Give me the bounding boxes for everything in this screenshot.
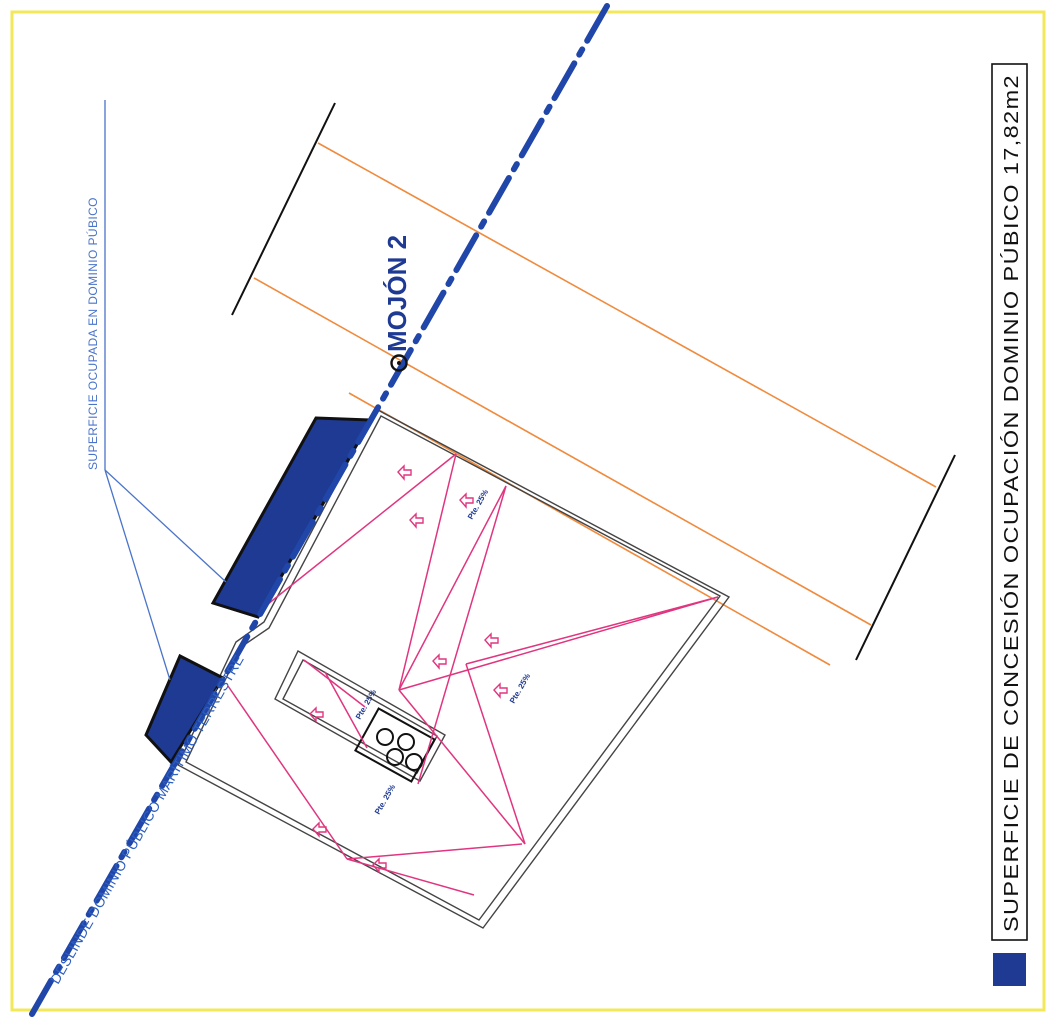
leader-line-to-small [104, 469, 171, 681]
roof-line [227, 685, 348, 860]
marker-center [397, 361, 401, 365]
slope-arrows [309, 464, 508, 874]
occupied-surfaces [144, 416, 374, 765]
slope-arrow [409, 512, 424, 529]
demarcation-label: DESLINDE DOMINIO PÚBLICO MARÍTIMO TERRES… [47, 652, 247, 986]
roof-line [346, 843, 523, 860]
roof-line [303, 659, 366, 708]
roof-line [324, 671, 368, 749]
marker-circle [390, 354, 408, 372]
occupied-surface-label: SUPERFICIE OCUPADA EN DOMINIO PÚBICO [85, 197, 100, 470]
building-outline [177, 408, 731, 929]
sink-box [354, 707, 436, 783]
slope-arrow [309, 706, 324, 723]
setback-line-3 [348, 392, 831, 666]
roof-line [346, 858, 475, 896]
occupied-surface-main [210, 416, 374, 619]
setback-lines [253, 142, 937, 666]
setback-line-2 [253, 277, 872, 626]
legend-swatch [993, 953, 1026, 986]
roof-line [398, 485, 507, 691]
leader-lines [104, 100, 227, 681]
roof-slope-labels: Pte. 25% Pte. 25% Pte. 25% Pte. 25% [354, 488, 532, 816]
house-footprint-inner [185, 415, 722, 921]
roof-line [465, 596, 719, 665]
legend: SUPERFICIE DE CONCESIÓN OCUPACIÓN DOMINI… [991, 63, 1028, 986]
occupied-surface-small [144, 653, 226, 765]
slope-arrow [493, 682, 508, 699]
marker-mojon-2: MOJÓN 2 [382, 235, 412, 372]
slope-arrow [432, 653, 447, 670]
boundary-line-south [855, 454, 956, 661]
roof-lines [227, 453, 719, 896]
roof-slope-label: Pte. 25% [508, 672, 532, 705]
slope-arrow [312, 821, 327, 838]
property-boundary-lines [231, 102, 956, 661]
roof-slope-label: Pte. 25% [466, 488, 490, 521]
setback-line-1 [317, 142, 937, 488]
roof-line [257, 453, 457, 613]
roof-line [465, 663, 526, 845]
legend-label: SUPERFICIE DE CONCESIÓN OCUPACIÓN DOMINI… [1000, 74, 1023, 932]
sink-basin-3 [386, 748, 404, 766]
slope-arrow [372, 857, 387, 874]
legend-box [991, 63, 1028, 941]
roof-line [398, 453, 457, 691]
slope-arrow [459, 492, 474, 509]
roof-line [398, 596, 719, 691]
boundary-line-north [231, 102, 336, 316]
roof-line [398, 689, 526, 845]
sink-fixture [354, 707, 436, 783]
demarcation-line [29, 3, 610, 1017]
slope-arrow [484, 632, 499, 649]
marker-label: MOJÓN 2 [382, 235, 412, 352]
house-footprint [177, 408, 731, 929]
slope-arrow [397, 464, 412, 481]
drawing-frame [10, 10, 1046, 1012]
annex-outline [274, 650, 446, 782]
leader-line-to-main [104, 469, 227, 583]
roof-line [417, 485, 507, 785]
sink-basin-2 [397, 733, 415, 751]
sink-basin-1 [376, 728, 394, 746]
roof-slope-label: Pte. 25% [373, 783, 397, 816]
sink-basin-4 [405, 753, 423, 771]
